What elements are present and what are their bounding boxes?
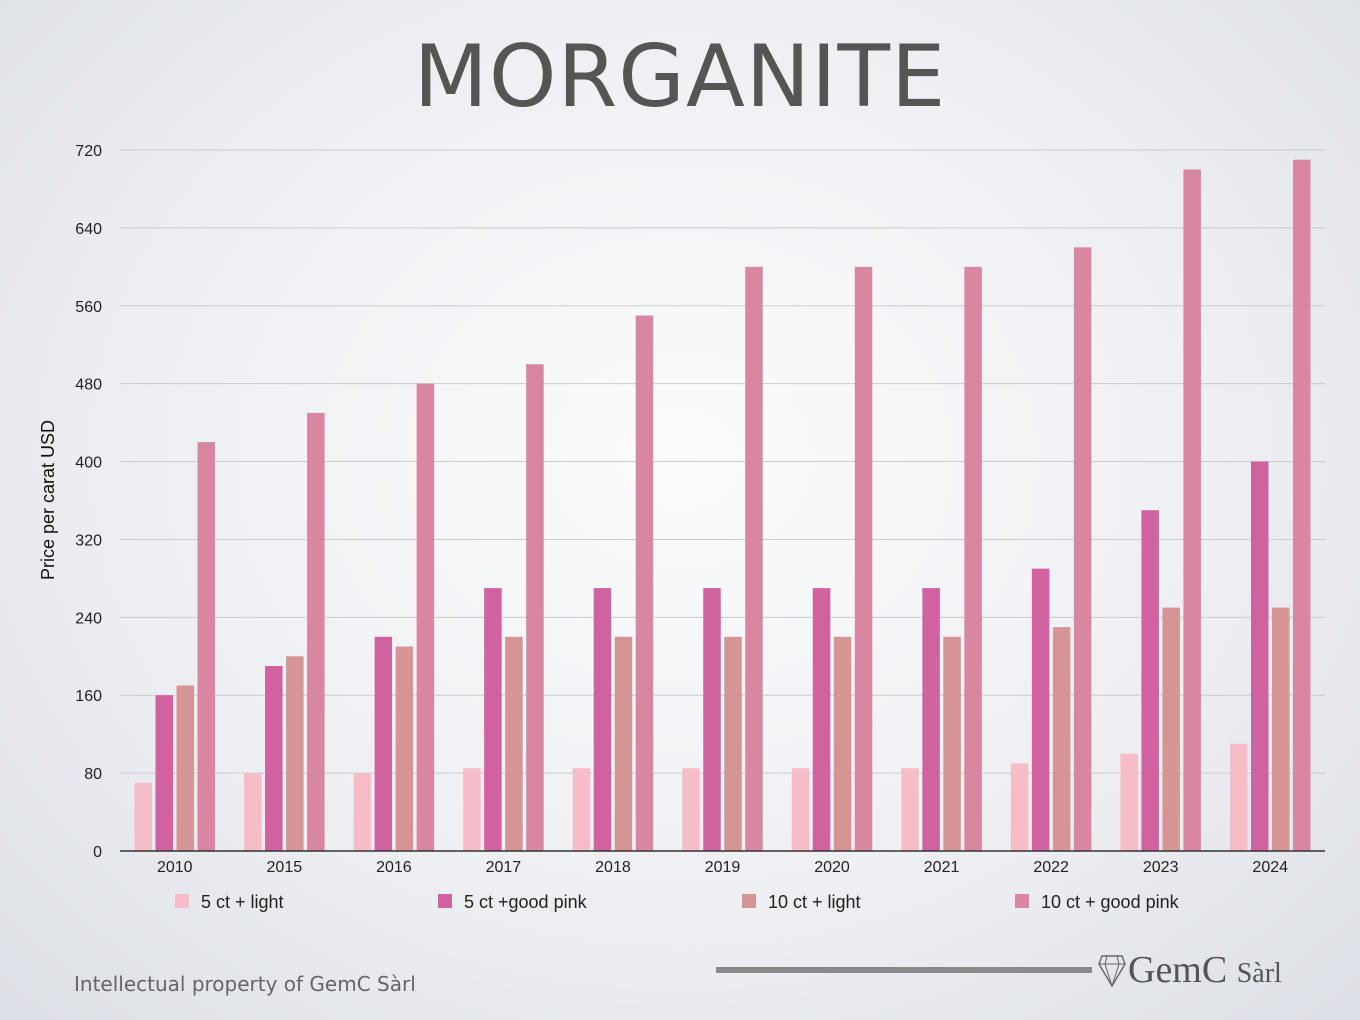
x-tick-label: 2019 (705, 859, 741, 876)
y-tick-label: 640 (75, 221, 102, 238)
legend-label: 10 ct + good pink (1041, 892, 1180, 912)
bar-10ct-light (286, 656, 304, 851)
x-tick-label: 2017 (486, 859, 522, 876)
bar-10ct-good-pink (635, 315, 654, 851)
bar-5ct-good-pink (1250, 461, 1269, 851)
bar-10ct-good-pink (526, 364, 544, 851)
bar-10ct-good-pink (854, 266, 873, 851)
legend-swatch (1015, 894, 1029, 908)
bar-10ct-good-pink (964, 266, 982, 851)
bar-10ct-light (1162, 607, 1180, 851)
bar-10ct-good-pink (1292, 159, 1311, 852)
bar-5ct-good-pink (484, 588, 502, 851)
legend: 5 ct + light 5 ct +good pink 10 ct + light… (175, 892, 1180, 912)
x-tick-label: 2020 (814, 859, 850, 876)
x-tick-label: 2018 (595, 859, 631, 876)
legend-swatch (438, 894, 452, 908)
bar-10ct-good-pink (745, 266, 763, 851)
bar-chart: 0 80 160 240 320 400 480 560 640 720 2010 2015 2016… (38, 143, 1325, 912)
bar-10ct-good-pink (416, 383, 435, 851)
logo-text: GemC Sàrl (1128, 948, 1282, 992)
bar-5ct-good-pink (812, 588, 831, 851)
y-tick-label: 0 (93, 844, 102, 861)
footer-copyright: Intellectual property of GemC Sàrl (74, 972, 416, 996)
x-tick-label: 2021 (924, 859, 960, 876)
logo-suffix: Sàrl (1236, 958, 1282, 989)
bar-5ct-light (134, 782, 153, 851)
bar-5ct-good-pink (265, 666, 283, 851)
y-axis-ticks: 0 80 160 240 320 400 480 560 640 720 (75, 143, 102, 861)
bar-5ct-light (682, 768, 700, 851)
bar-5ct-light (1010, 763, 1029, 851)
bar-10ct-good-pink (1073, 247, 1092, 852)
bar-5ct-good-pink (593, 588, 612, 851)
legend-swatch (742, 894, 756, 908)
y-axis-label: Price per carat USD (38, 420, 58, 580)
x-tick-label: 2023 (1143, 859, 1179, 876)
bar-5ct-good-pink (703, 588, 721, 851)
bar-5ct-good-pink (1141, 510, 1159, 851)
x-tick-label: 2022 (1033, 859, 1069, 876)
bar-5ct-good-pink (155, 695, 174, 851)
legend-label: 5 ct +good pink (464, 892, 588, 912)
y-tick-label: 240 (75, 610, 102, 627)
bar-5ct-good-pink (1031, 568, 1050, 851)
y-tick-label: 480 (75, 377, 102, 394)
bar-10ct-light (1271, 607, 1290, 851)
bar-10ct-good-pink (307, 412, 325, 851)
legend-swatch (175, 894, 189, 908)
chart-title: MORGANITE (413, 27, 947, 127)
x-tick-label: 2015 (267, 859, 303, 876)
bar-10ct-light (505, 636, 523, 851)
bar-5ct-light (463, 768, 481, 851)
bar-10ct-light (833, 636, 852, 851)
diamond-icon (1098, 955, 1126, 988)
logo-main: GemC (1128, 949, 1228, 991)
bar-5ct-good-pink (922, 588, 940, 851)
bar-10ct-light (395, 646, 414, 851)
bar-10ct-light (1052, 627, 1071, 851)
x-tick-label: 2016 (376, 859, 412, 876)
bar-5ct-light (353, 773, 372, 851)
y-tick-label: 400 (75, 455, 102, 472)
x-tick-label: 2010 (157, 859, 193, 876)
footer-divider (716, 967, 1092, 973)
bar-5ct-light (901, 768, 919, 851)
bar-10ct-light (724, 636, 742, 851)
bar-10ct-good-pink (1183, 169, 1201, 851)
bar-10ct-light (176, 685, 195, 851)
bar-5ct-light (791, 768, 810, 851)
bar-5ct-light (244, 773, 262, 851)
bar-5ct-light (1120, 753, 1138, 851)
bars (134, 159, 1311, 852)
bar-5ct-light (1229, 743, 1248, 851)
y-tick-label: 80 (84, 766, 102, 783)
y-tick-label: 560 (75, 299, 102, 316)
x-tick-label: 2024 (1252, 859, 1288, 876)
y-tick-label: 720 (75, 143, 102, 160)
bar-5ct-good-pink (374, 636, 393, 851)
bar-10ct-good-pink (197, 442, 216, 851)
y-tick-label: 160 (75, 688, 102, 705)
y-tick-label: 320 (75, 532, 102, 549)
bar-5ct-light (572, 768, 591, 851)
legend-label: 5 ct + light (201, 892, 284, 912)
company-logo: GemC Sàrl (1098, 948, 1282, 992)
bar-10ct-light (943, 636, 961, 851)
legend-label: 10 ct + light (768, 892, 861, 912)
x-axis-ticks: 2010 2015 2016 2017 2018 2019 2020 2021 2022 2023… (157, 859, 1288, 876)
bar-10ct-light (614, 636, 633, 851)
